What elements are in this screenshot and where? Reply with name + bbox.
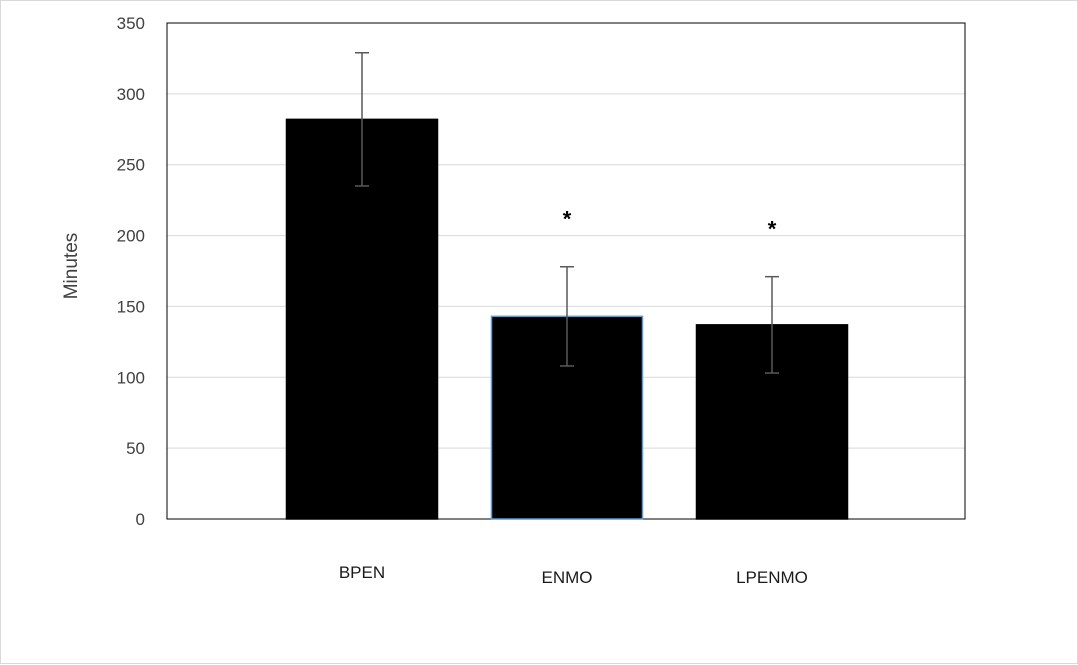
error-bars [355,52,779,374]
y-tick-labels: 0 50 100 150 200 250 300 350 [117,14,145,529]
annotations: * * [563,207,777,242]
y-tick-label: 0 [136,510,145,529]
error-bar-enmo [560,265,574,367]
y-tick-label: 300 [117,85,145,104]
y-tick-label: 350 [117,14,145,33]
y-tick-label: 50 [126,439,145,458]
x-category-label: ENMO [542,568,593,587]
x-category-labels: BPEN ENMO LPENMO [339,563,808,587]
error-bar-bpen [355,52,369,187]
y-tick-label: 200 [117,227,145,246]
error-bar-lpenmo [765,275,779,374]
y-tick-label: 100 [117,368,145,387]
x-category-label: LPENMO [736,568,808,587]
y-tick-label: 150 [117,297,145,316]
y-axis-title: Minutes [61,233,82,300]
significance-marker: * [563,207,572,232]
significance-marker: * [768,217,777,242]
x-category-label: BPEN [339,563,385,582]
y-tick-label: 250 [117,156,145,175]
